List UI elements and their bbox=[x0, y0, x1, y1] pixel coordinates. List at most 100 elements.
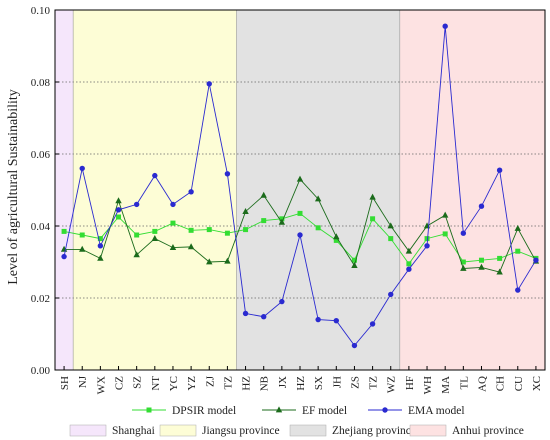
data-point bbox=[387, 222, 394, 229]
region-bg-3 bbox=[399, 10, 545, 370]
legend-label-0: DPSIR model bbox=[172, 405, 236, 417]
legend-swatch-2 bbox=[289, 424, 327, 437]
legend: DPSIR model EF model EMA model Shanghai Jian… bbox=[69, 405, 524, 437]
data-point bbox=[152, 172, 158, 179]
data-point bbox=[314, 195, 322, 202]
legend-region-label-3: Anhui province bbox=[452, 425, 524, 437]
legend-region-3: Anhui province bbox=[409, 424, 524, 437]
data-point bbox=[369, 321, 376, 327]
data-point bbox=[61, 228, 67, 234]
x-tick-label-16: ZS bbox=[349, 376, 361, 389]
data-point bbox=[496, 167, 503, 173]
x-tick-label-22: TL bbox=[458, 376, 470, 390]
x-tick-label-9: TZ bbox=[222, 376, 234, 390]
data-point bbox=[333, 237, 339, 243]
data-point bbox=[478, 263, 485, 270]
y-tick-label-5: 0.10 bbox=[31, 5, 51, 17]
gridlines bbox=[55, 10, 545, 370]
data-point bbox=[97, 243, 104, 249]
data-point bbox=[460, 259, 466, 265]
x-tick-label-23: AQ bbox=[476, 376, 488, 392]
data-point bbox=[260, 191, 267, 198]
data-point bbox=[224, 171, 231, 177]
region-bg-1 bbox=[73, 10, 237, 370]
legend-marker-0 bbox=[146, 407, 152, 413]
data-point bbox=[115, 197, 122, 204]
data-point bbox=[478, 257, 484, 263]
data-point bbox=[79, 245, 86, 252]
x-tick-label-21: MA bbox=[440, 376, 452, 394]
data-point bbox=[116, 214, 122, 220]
x-tick-label-14: SX bbox=[313, 376, 325, 390]
region-backgrounds bbox=[55, 10, 545, 370]
data-point bbox=[134, 232, 140, 238]
x-tick-label-5: NT bbox=[150, 376, 162, 391]
data-point bbox=[315, 225, 321, 231]
data-point bbox=[370, 216, 376, 222]
data-point bbox=[242, 310, 249, 317]
data-point bbox=[351, 262, 358, 268]
data-point bbox=[515, 287, 521, 293]
x-tick-label-3: CZ bbox=[114, 376, 126, 390]
data-point bbox=[97, 254, 104, 261]
data-point bbox=[424, 243, 430, 249]
legend-marker-1 bbox=[275, 406, 283, 413]
data-point bbox=[133, 251, 140, 258]
legend-region-2: Zhejiang province bbox=[289, 424, 416, 437]
y-tick-label-3: 0.06 bbox=[31, 149, 51, 161]
x-tick-label-6: YC bbox=[168, 376, 180, 391]
data-point bbox=[424, 236, 430, 242]
data-point bbox=[187, 243, 195, 250]
axes: 0.00 0.02 0.04 0.06 0.08 0.10 SH NJ WX CZ SZ NT YC YZ… bbox=[31, 5, 546, 394]
data-point bbox=[441, 211, 449, 218]
data-point bbox=[515, 248, 521, 254]
legend-label-2: EMA model bbox=[408, 405, 465, 417]
data-point bbox=[442, 231, 448, 237]
x-tick-label-4: SZ bbox=[132, 376, 144, 389]
data-point bbox=[297, 232, 303, 238]
legend-series-1: EF model bbox=[262, 405, 347, 417]
legend-swatch-0 bbox=[69, 424, 107, 437]
x-tick-label-24: CH bbox=[495, 376, 507, 391]
data-point bbox=[369, 193, 376, 200]
x-tick-label-25: CU bbox=[513, 376, 525, 391]
data-point bbox=[243, 227, 249, 233]
x-tick-label-20: WH bbox=[422, 376, 434, 394]
data-point bbox=[170, 220, 176, 226]
data-point bbox=[406, 266, 412, 272]
series-layer bbox=[60, 23, 540, 349]
data-point bbox=[496, 268, 503, 275]
y-tick-label-0: 0.00 bbox=[31, 365, 51, 377]
data-point bbox=[333, 233, 340, 240]
data-point bbox=[206, 258, 213, 265]
data-point bbox=[170, 201, 176, 208]
x-tick-label-26: XC bbox=[531, 376, 543, 391]
data-point bbox=[388, 291, 394, 298]
legend-region-label-1: Jiangsu province bbox=[202, 425, 280, 437]
series-1 bbox=[60, 175, 540, 275]
data-point bbox=[388, 236, 394, 242]
y-axis-title: Level of agricultural Sustainability bbox=[6, 89, 21, 285]
data-point bbox=[297, 210, 303, 216]
x-tick-label-19: HF bbox=[404, 376, 416, 390]
x-tick-label-2: WX bbox=[95, 376, 107, 394]
region-bg-2 bbox=[236, 10, 400, 370]
data-point bbox=[296, 175, 304, 182]
data-point bbox=[460, 264, 467, 271]
data-point bbox=[224, 257, 231, 264]
data-point bbox=[351, 342, 358, 349]
data-point bbox=[351, 257, 357, 263]
data-point bbox=[406, 261, 412, 267]
legend-swatch-3 bbox=[409, 424, 447, 437]
data-point bbox=[61, 253, 67, 260]
x-tick-label-18: WZ bbox=[386, 376, 398, 393]
y-tick-label-1: 0.02 bbox=[31, 293, 50, 305]
data-point bbox=[188, 227, 194, 233]
data-point bbox=[478, 203, 485, 209]
data-point bbox=[152, 228, 158, 234]
data-point bbox=[533, 257, 539, 263]
data-point bbox=[169, 244, 177, 250]
data-point bbox=[278, 218, 286, 225]
y-tick-label-2: 0.04 bbox=[31, 221, 51, 233]
